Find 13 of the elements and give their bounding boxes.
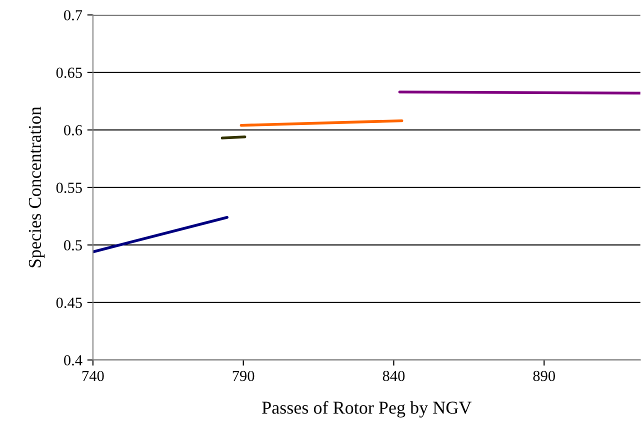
x-tick-label: 890: [533, 370, 555, 382]
y-axis-title: Species Concentration: [28, 106, 45, 268]
y-tick-label: 0.55: [56, 182, 82, 193]
y-tick-label: 0.7: [64, 10, 82, 20]
y-tick-label: 0.4: [64, 355, 82, 366]
y-tick-label: 0.6: [64, 125, 82, 136]
y-tick-label: 0.45: [56, 298, 82, 308]
y-tick-label: 0.65: [56, 68, 82, 78]
x-axis-title: Passes of Rotor Peg by NGV: [262, 400, 472, 418]
x-tick-label: 740: [82, 370, 104, 382]
x-tick-label: 790: [232, 370, 254, 382]
x-tick-label: 840: [382, 370, 405, 382]
y-tick-label: 0.5: [64, 240, 82, 250]
